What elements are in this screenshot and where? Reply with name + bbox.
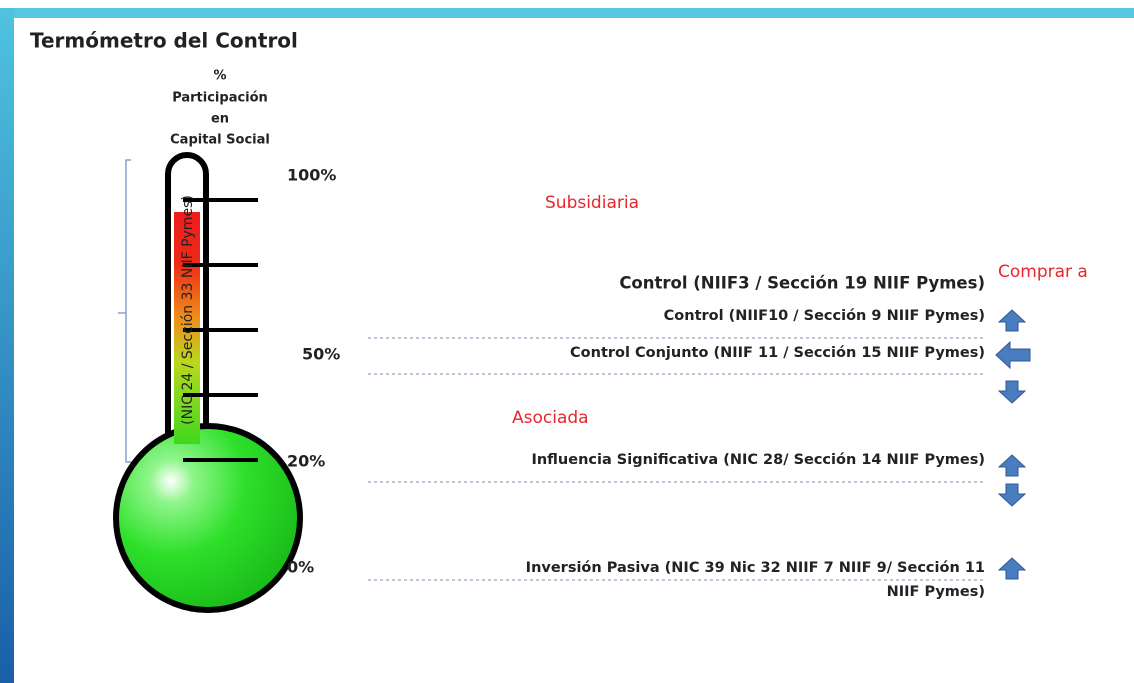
group-label: Comprar a [998, 262, 1088, 282]
scale-label-line: en [211, 112, 229, 127]
arrow-down [999, 381, 1025, 403]
scale-label: % Participación en Capital Social [170, 69, 270, 148]
arrow-up [999, 455, 1025, 476]
top-border [0, 8, 1134, 18]
scale-tick: 0% [287, 558, 314, 577]
side-border [0, 8, 14, 683]
scale-tick: 100% [287, 166, 336, 185]
slide: Termómetro del Control % Participación e… [0, 0, 1134, 683]
arrow-down [999, 484, 1025, 506]
arrow-up [999, 310, 1025, 331]
level-label: Control (NIIF3 / Sección 19 NIIF Pymes) [619, 274, 985, 293]
title: Termómetro del Control [30, 29, 298, 53]
scale-label-line: Participación [172, 91, 268, 106]
bulb [116, 426, 300, 610]
arrows [996, 310, 1030, 579]
level-label: Influencia Significativa (NIC 28/ Secció… [531, 452, 985, 468]
group-label: Asociada [512, 408, 589, 428]
thermometer: (NIC 24 / Sección 33 NIIF Pymes) [116, 155, 300, 610]
arrow-left [996, 342, 1030, 368]
scale-tick: 50% [302, 345, 340, 364]
scale-tick: 20% [287, 452, 325, 471]
scale-label-line: % [213, 69, 226, 84]
vertical-note: (NIC 24 / Sección 33 NIIF Pymes) [180, 195, 196, 425]
level-label: Control Conjunto (NIIF 11 / Sección 15 N… [570, 345, 985, 361]
scale-label-line: Capital Social [170, 133, 270, 148]
arrow-up [999, 558, 1025, 579]
level-label: NIIF Pymes) [887, 584, 985, 600]
level-label: Control (NIIF10 / Sección 9 NIIF Pymes) [664, 308, 985, 324]
bracket [118, 160, 131, 462]
level-label: Inversión Pasiva (NIC 39 Nic 32 NIIF 7 N… [526, 560, 985, 576]
group-label: Subsidiaria [545, 193, 639, 213]
